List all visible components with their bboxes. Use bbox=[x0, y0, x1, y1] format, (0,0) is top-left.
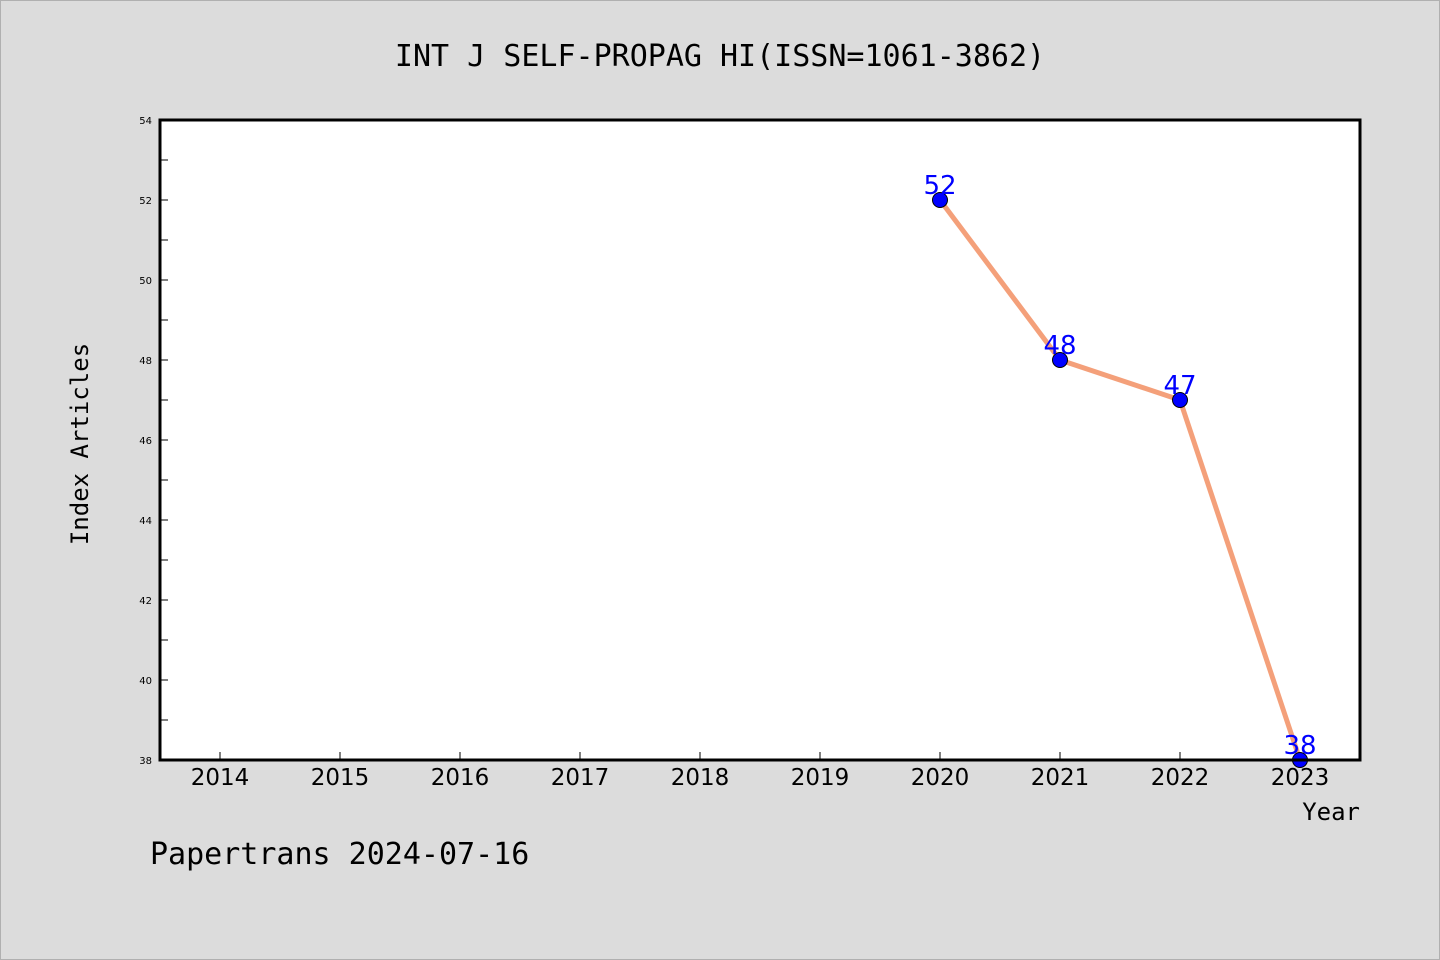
data-label-2021: 48 bbox=[1043, 331, 1076, 361]
series-line-segment bbox=[1057, 357, 1183, 403]
data-label-group: 52 48 47 38 bbox=[923, 171, 1316, 761]
y-tick-label-54: 54 bbox=[139, 116, 152, 127]
chart-title: INT J SELF-PROPAG HI(ISSN=1061-3862) bbox=[395, 39, 1045, 74]
y-axis-label: Index Articles bbox=[66, 343, 94, 545]
x-tick-label-2018: 2018 bbox=[671, 765, 730, 791]
x-tick-label-2021: 2021 bbox=[1031, 765, 1090, 791]
data-label-2023: 38 bbox=[1283, 731, 1316, 761]
series-line-segment bbox=[1177, 397, 1303, 763]
y-tick-label-38: 38 bbox=[139, 756, 152, 767]
data-point-2022 bbox=[1172, 392, 1188, 408]
ticks-group: 2014 2015 2016 2017 2018 2019 2020 2021 2022 2023… bbox=[139, 116, 1329, 791]
footer-watermark: Papertrans 2024-07-16 bbox=[150, 837, 529, 872]
x-tick-label-2023: 2023 bbox=[1271, 765, 1330, 791]
x-tick-label-2015: 2015 bbox=[311, 765, 370, 791]
series-line-segment bbox=[937, 197, 1063, 363]
y-tick-label-40: 40 bbox=[139, 676, 152, 687]
y-tick-label-50: 50 bbox=[139, 276, 152, 287]
data-point-2020 bbox=[932, 192, 948, 208]
x-tick-label-2019: 2019 bbox=[791, 765, 850, 791]
x-tick-label-2014: 2014 bbox=[191, 765, 250, 791]
plot-border bbox=[158, 118, 1362, 762]
x-tick-label-2020: 2020 bbox=[911, 765, 970, 791]
series-line-group bbox=[937, 197, 1303, 763]
y-tick-label-52: 52 bbox=[139, 196, 152, 207]
series-marker-group bbox=[932, 192, 1308, 768]
y-tick-label-44: 44 bbox=[139, 516, 152, 527]
y-tick-label-46: 46 bbox=[139, 436, 152, 447]
x-tick-label-2016: 2016 bbox=[431, 765, 490, 791]
data-label-2022: 47 bbox=[1163, 371, 1196, 401]
data-label-2020: 52 bbox=[923, 171, 956, 201]
data-point-2021 bbox=[1052, 352, 1068, 368]
y-tick-label-42: 42 bbox=[139, 596, 152, 607]
plot-area bbox=[160, 120, 1360, 760]
x-tick-label-2017: 2017 bbox=[551, 765, 610, 791]
x-axis-label: Year bbox=[1302, 798, 1360, 826]
x-tick-label-2022: 2022 bbox=[1151, 765, 1210, 791]
y-tick-label-48: 48 bbox=[139, 356, 152, 367]
